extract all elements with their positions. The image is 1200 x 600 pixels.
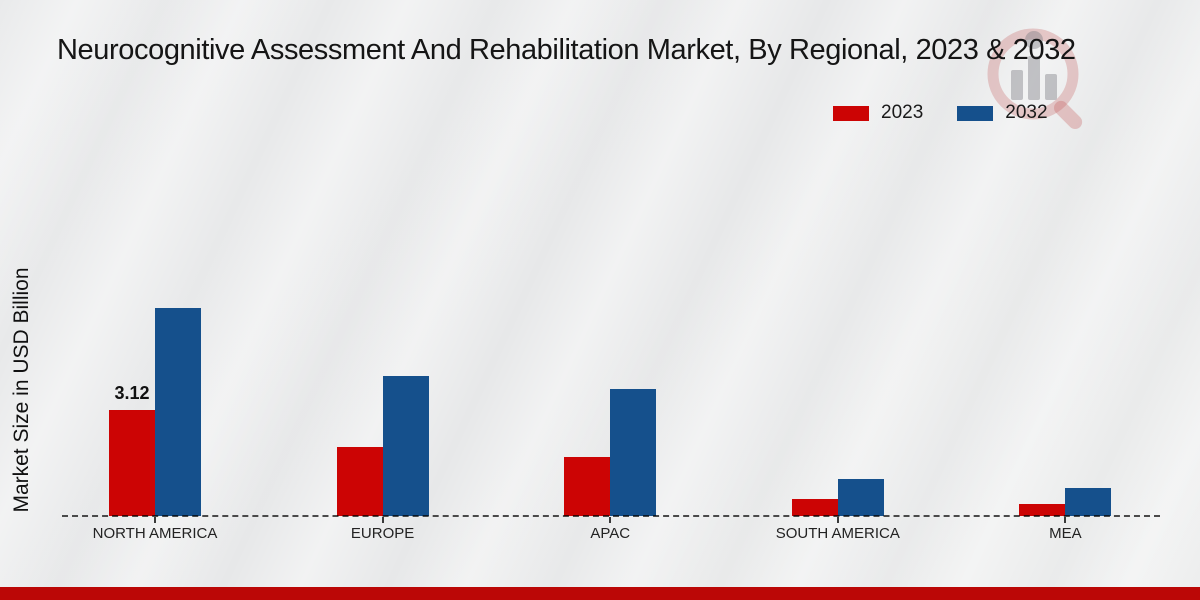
x-axis-tick-north-america xyxy=(154,517,156,523)
category-label-apac: APAC xyxy=(590,525,631,542)
x-axis-tick-europe xyxy=(381,517,384,523)
category-label-south-america: SOUTH AMERICA xyxy=(775,525,900,542)
legend-item-2023: 2023 xyxy=(833,102,923,124)
chart-legend: 2023 2032 xyxy=(833,102,1048,124)
bar-2023-south-america xyxy=(791,499,838,516)
x-axis-tick-mea xyxy=(1064,517,1067,523)
bar-2032-apac xyxy=(610,389,657,516)
legend-label-2023: 2023 xyxy=(881,102,924,123)
x-axis-baseline xyxy=(62,515,1160,517)
category-label-north-america: NORTH AMERICA xyxy=(92,525,218,542)
legend-item-2032: 2032 xyxy=(957,102,1048,124)
legend-swatch-2023 xyxy=(833,105,869,121)
bar-2032-europe xyxy=(382,376,429,516)
bar-value-label-2023-north-america: 3.12 xyxy=(114,383,150,403)
category-label-europe: EUROPE xyxy=(350,525,415,542)
chart-title: Neurocognitive Assessment And Rehabilita… xyxy=(57,34,1076,66)
bar-2023-mea xyxy=(1019,504,1066,516)
x-axis-tick-apac xyxy=(609,517,612,523)
watermark-logo-icon xyxy=(987,28,1083,130)
bar-2023-apac xyxy=(564,457,611,516)
bar-2032-south-america xyxy=(837,479,884,516)
footer-accent-bar xyxy=(0,587,1200,600)
x-axis-tick-south-america xyxy=(836,517,839,523)
legend-label-2032: 2032 xyxy=(1005,102,1048,123)
bar-2032-mea xyxy=(1065,488,1112,516)
bar-2023-europe xyxy=(336,447,383,516)
category-label-mea: MEA xyxy=(1049,525,1082,542)
legend-swatch-2032 xyxy=(957,105,994,121)
bar-2032-north-america xyxy=(155,308,201,516)
bar-2023-north-america xyxy=(109,410,155,516)
